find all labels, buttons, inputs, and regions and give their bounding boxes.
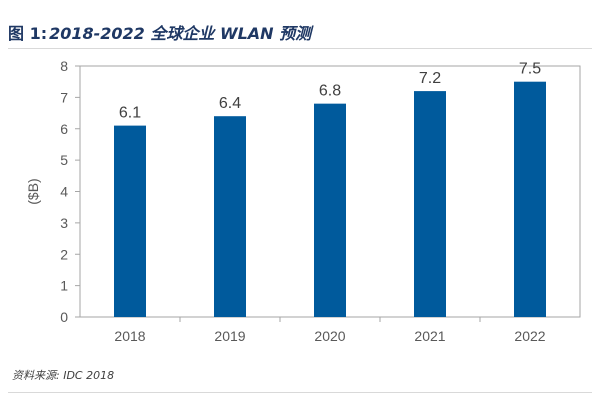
bar [114,125,146,317]
figure-label: 图 1: [8,24,48,43]
bar [314,103,346,318]
y-tick-label: 2 [60,246,68,262]
bar-chart: 0 1 2 3 4 5 6 7 8 ($B) 6.1 2018 6.4 2019 6.8 2020 7.2 202… [25,58,581,344]
y-axis-label: ($B) [25,178,41,204]
y-tick-label: 1 [60,278,68,294]
x-tick-label: 2018 [114,328,145,344]
y-tick-label: 5 [60,152,68,168]
bar [214,116,246,317]
y-tick-label: 3 [60,215,68,231]
data-label: 6.8 [319,83,341,100]
data-label: 6.1 [119,105,141,122]
figure-title: 图 1: 2018-2022 全球企业 WLAN 预测 [8,16,592,49]
data-label: 7.2 [419,70,441,87]
y-tick-label: 4 [60,184,68,200]
y-tick-label: 6 [60,121,68,137]
bar [514,81,546,317]
bottom-divider [8,392,592,393]
x-tick-label: 2022 [514,328,545,344]
x-tick-label: 2019 [214,328,245,344]
y-tick-label: 8 [60,58,68,74]
x-tick-label: 2021 [414,328,445,344]
y-tick-label: 0 [60,309,68,325]
data-label: 7.5 [519,61,541,78]
figure-title-text: 2018-2022 全球企业 WLAN 预测 [49,24,312,43]
data-label: 6.4 [219,95,241,112]
x-tick-label: 2020 [314,328,345,344]
figure-source: 资料来源: IDC 2018 [12,369,115,382]
bar [414,91,446,317]
y-tick-label: 7 [60,89,68,105]
